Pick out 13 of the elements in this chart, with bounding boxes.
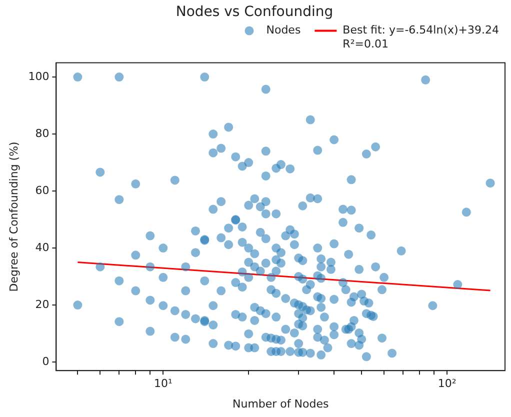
y-tick-label: 60 — [35, 184, 50, 197]
y-tick-label: 40 — [35, 240, 50, 254]
y-axis-title: Degree of Confounding (%) — [7, 142, 20, 292]
legend-label: Nodes — [266, 24, 301, 37]
chart-title: Nodes vs Confounding — [176, 4, 334, 20]
x-tick-label: 10² — [438, 377, 456, 390]
x-tick-label: 10¹ — [154, 377, 172, 390]
x-axis-title: Number of Nodes — [232, 397, 329, 410]
y-tick-label: 0 — [42, 354, 50, 368]
y-tick-label: 80 — [35, 126, 50, 140]
y-tick-label: 20 — [35, 298, 50, 311]
legend-label: Best fit: y=-6.54ln(x)+39.24 R²=0.01 — [342, 24, 500, 51]
y-tick-label: 100 — [28, 70, 50, 83]
